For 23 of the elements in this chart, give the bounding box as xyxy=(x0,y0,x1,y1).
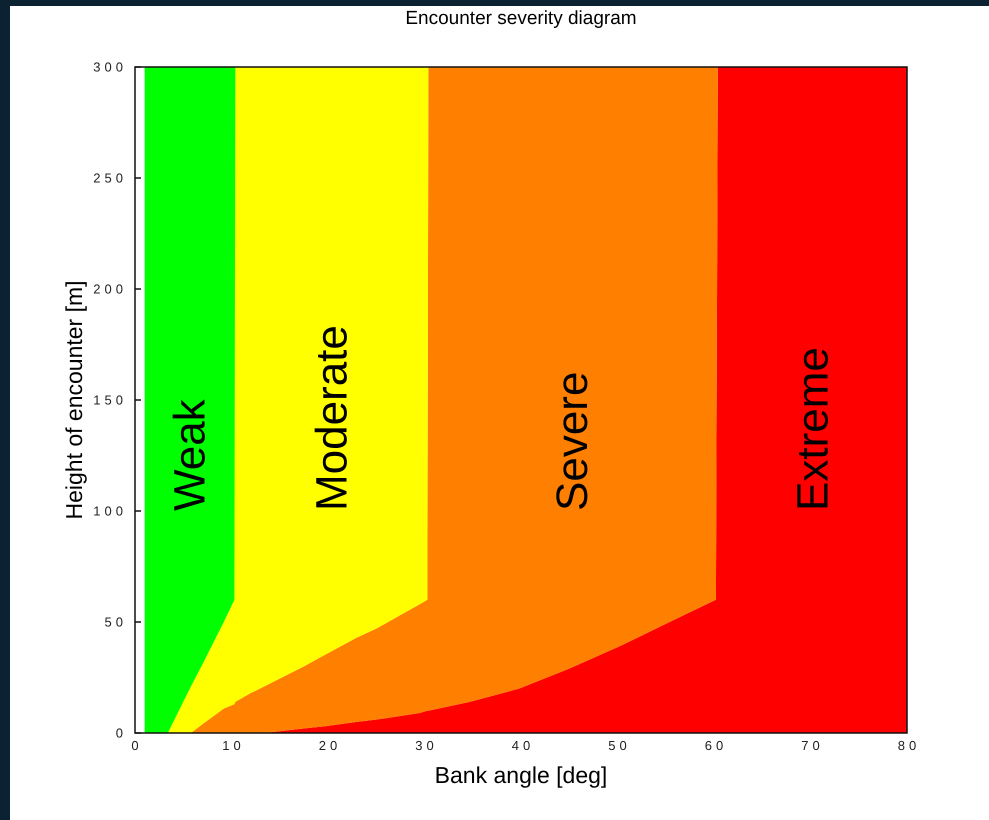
y-tick-label: 50 xyxy=(104,614,127,630)
chart-title: Encounter severity diagram xyxy=(405,8,637,29)
y-tick-label: 100 xyxy=(93,504,127,518)
x-tick-label: 20 xyxy=(318,738,342,753)
x-tick-label: 50 xyxy=(608,738,631,753)
series-label: Weak xyxy=(165,398,214,511)
x-tick-label: 40 xyxy=(512,738,534,753)
x-tick-label: 70 xyxy=(801,738,824,753)
y-tick-label: 200 xyxy=(93,282,127,296)
x-tick-label: 10 xyxy=(222,738,245,753)
x-tick-label: 80 xyxy=(898,738,920,753)
series-label: Extreme xyxy=(788,347,837,511)
y-tick-label: 150 xyxy=(93,392,127,408)
y-tick-label: 250 xyxy=(93,170,127,186)
series-label: Moderate xyxy=(306,325,356,511)
x-tick-label: 30 xyxy=(415,738,438,753)
y-tick-label: 300 xyxy=(93,60,127,74)
x-tick-label: 60 xyxy=(704,738,728,753)
y-tick-label: 0 xyxy=(116,726,127,740)
x-axis-title: Bank angle [deg] xyxy=(434,762,608,788)
x-tick-label: 0 xyxy=(131,738,143,753)
y-axis-title: Height of encounter [m] xyxy=(61,280,87,520)
series-label: Severe xyxy=(548,372,597,511)
